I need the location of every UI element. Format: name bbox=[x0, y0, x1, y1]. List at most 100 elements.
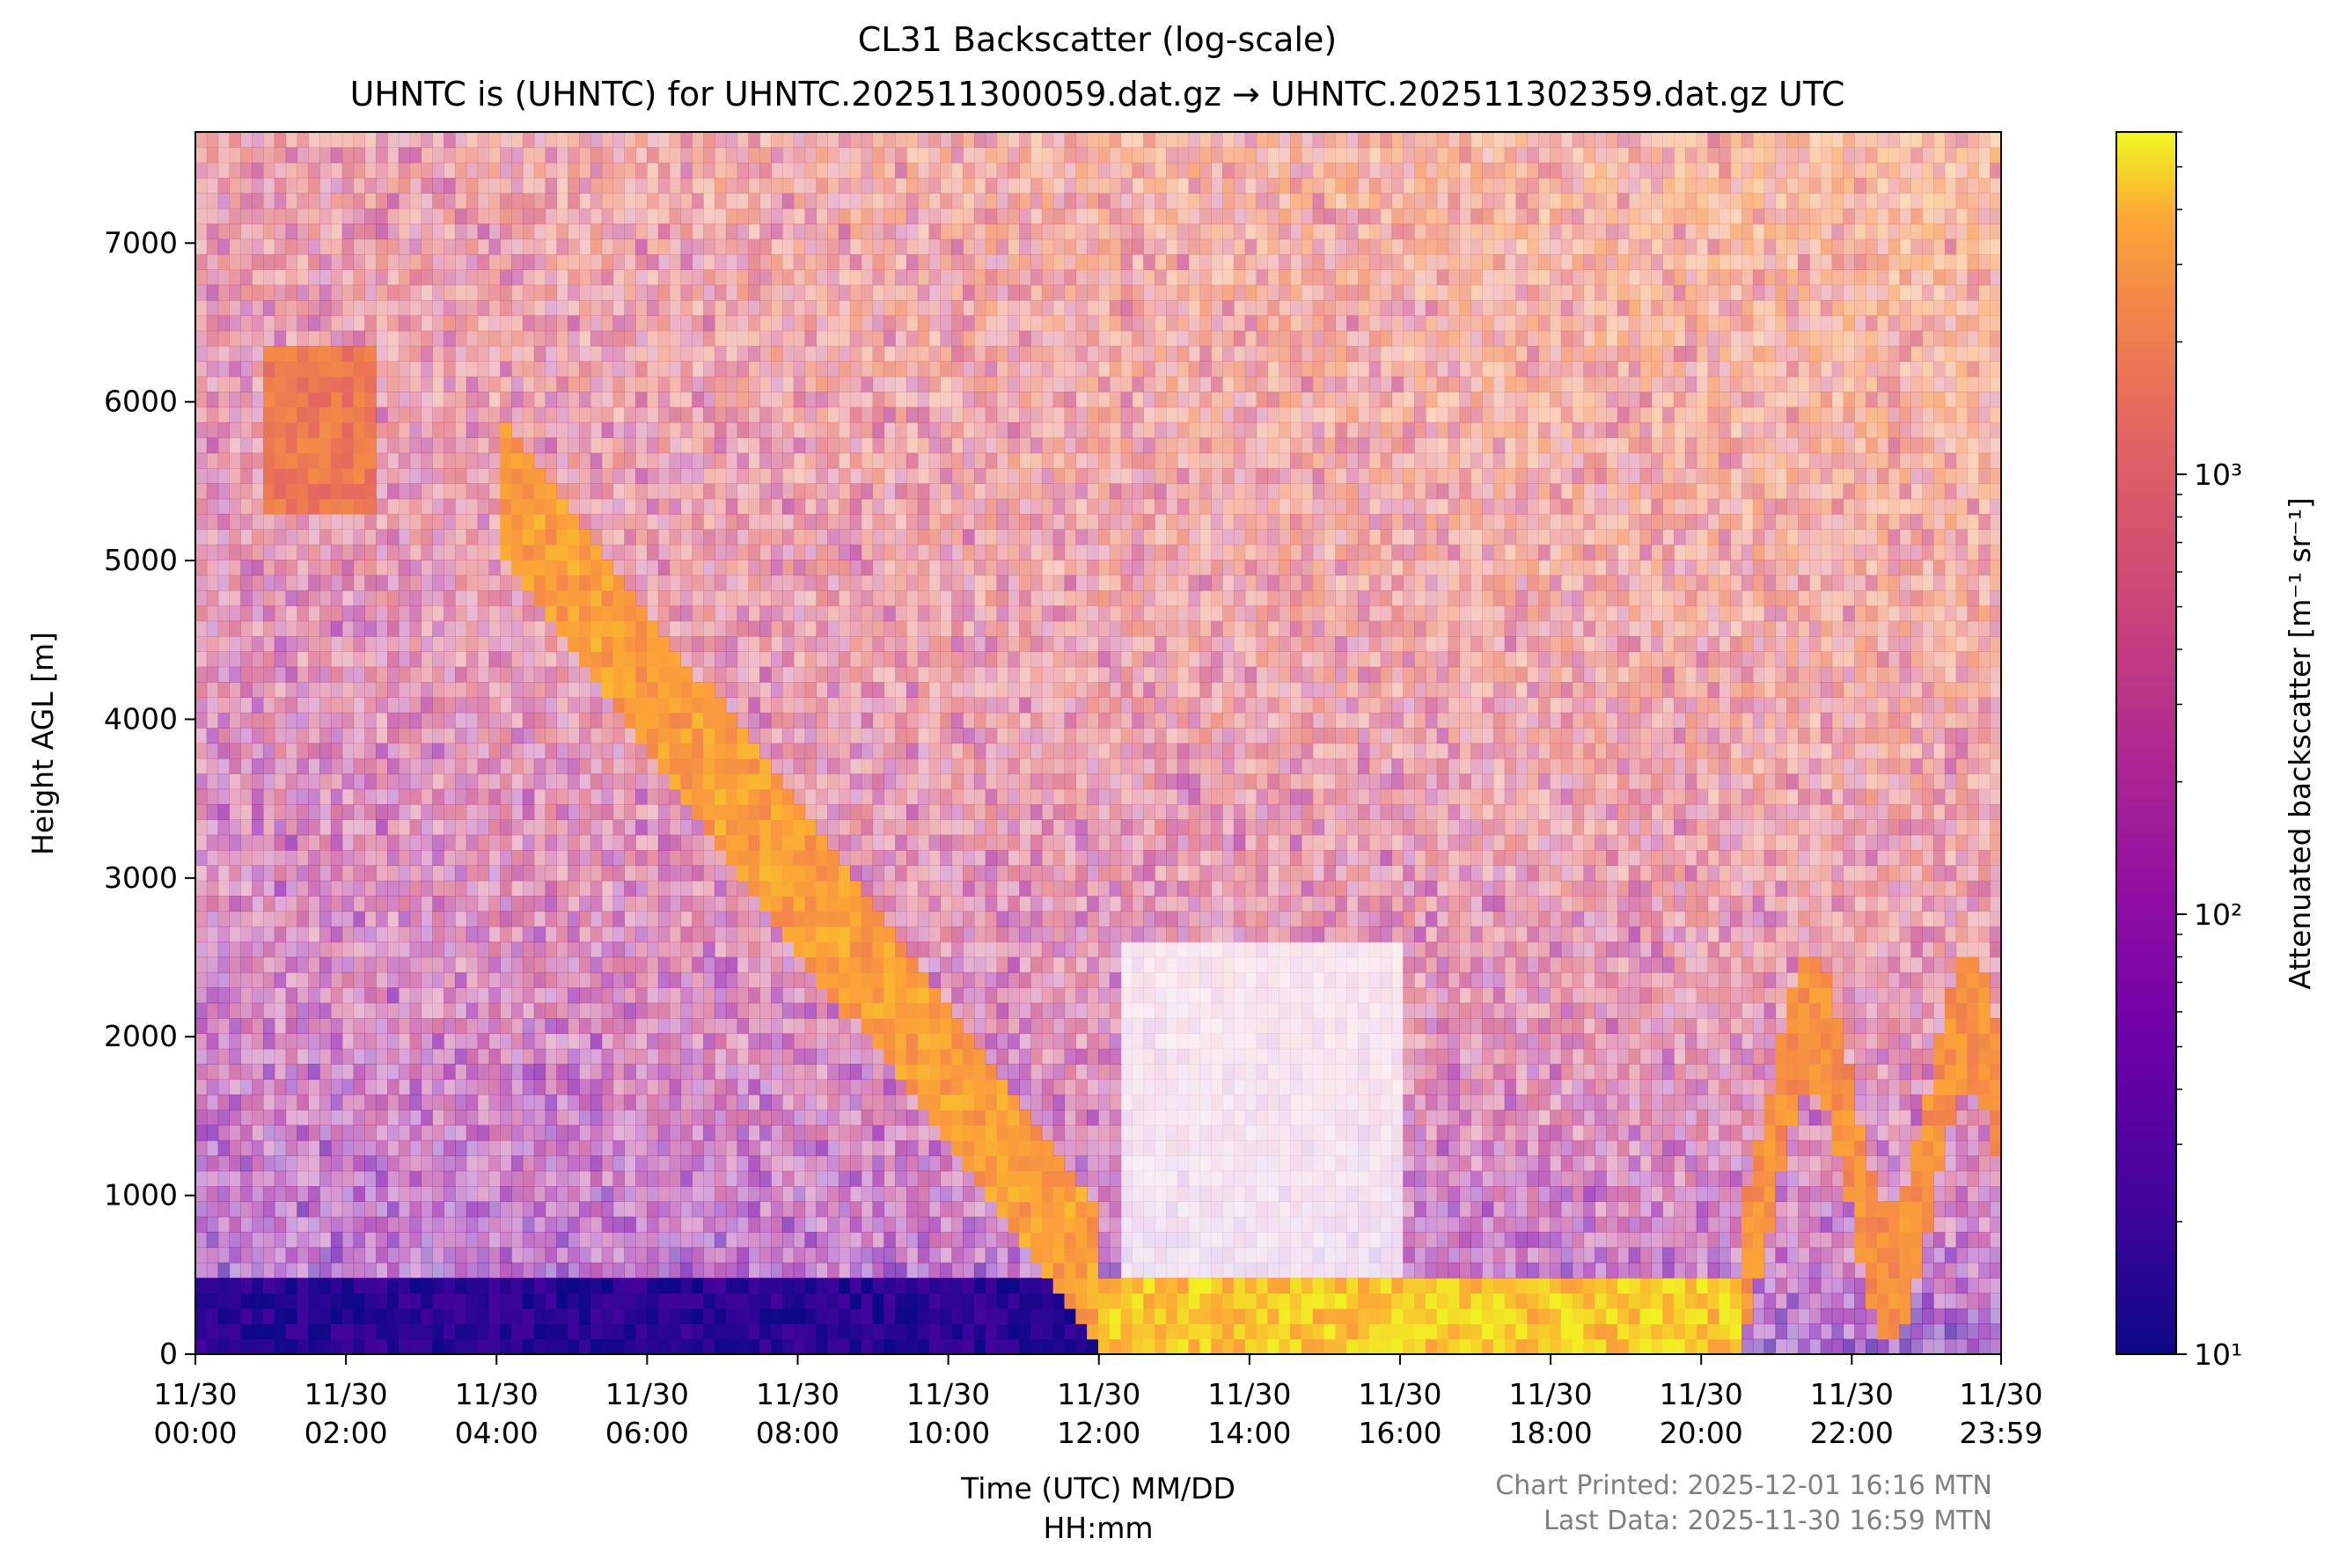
heatmap-cell bbox=[364, 392, 377, 408]
heatmap-cell bbox=[522, 971, 535, 988]
heatmap-cell bbox=[297, 437, 309, 454]
heatmap-cell bbox=[759, 178, 772, 194]
heatmap-cell bbox=[398, 238, 411, 255]
heatmap-cell bbox=[748, 682, 760, 699]
heatmap-cell bbox=[240, 605, 253, 622]
heatmap-cell bbox=[849, 896, 862, 912]
heatmap-cell bbox=[376, 284, 388, 301]
heatmap-cell bbox=[703, 392, 715, 408]
heatmap-cell bbox=[692, 758, 704, 774]
heatmap-cell bbox=[364, 743, 377, 759]
heatmap-cell bbox=[872, 1262, 884, 1279]
heatmap-cell bbox=[533, 1262, 546, 1279]
heatmap-cell bbox=[601, 1278, 614, 1294]
heatmap-cell bbox=[398, 132, 411, 148]
heatmap-cell bbox=[680, 651, 693, 668]
heatmap-cell bbox=[240, 330, 253, 347]
heatmap-cell bbox=[895, 1278, 907, 1294]
heatmap-cell bbox=[759, 1216, 772, 1233]
heatmap-cell bbox=[793, 330, 806, 347]
heatmap-cell bbox=[669, 1170, 682, 1187]
heatmap-cell bbox=[669, 193, 682, 209]
heatmap-cell bbox=[252, 269, 264, 286]
heatmap-cell bbox=[376, 147, 388, 164]
heatmap-cell bbox=[884, 819, 896, 836]
heatmap-cell bbox=[285, 498, 298, 515]
heatmap-cell bbox=[816, 590, 828, 606]
heatmap-cell bbox=[872, 865, 884, 882]
heatmap-cell bbox=[568, 407, 580, 423]
heatmap-cell bbox=[398, 942, 411, 958]
heatmap-cell bbox=[781, 498, 795, 515]
heatmap-cell bbox=[297, 651, 309, 668]
heatmap-cell bbox=[692, 162, 704, 179]
heatmap-cell bbox=[432, 1278, 444, 1294]
heatmap-cell bbox=[444, 743, 456, 759]
heatmap-cell bbox=[274, 803, 287, 820]
heatmap-cell bbox=[341, 407, 355, 423]
heatmap-cell bbox=[195, 1033, 208, 1050]
heatmap-cell bbox=[195, 544, 208, 561]
heatmap-cell bbox=[771, 926, 783, 942]
heatmap-cell bbox=[432, 819, 444, 836]
heatmap-cell bbox=[229, 498, 241, 515]
heatmap-cell bbox=[669, 361, 682, 377]
heatmap-cell bbox=[849, 376, 862, 392]
heatmap-cell bbox=[781, 1110, 795, 1126]
heatmap-cell bbox=[568, 1155, 580, 1172]
heatmap-cell bbox=[252, 544, 264, 561]
heatmap-cell bbox=[376, 361, 388, 377]
heatmap-cell bbox=[895, 1064, 907, 1081]
heatmap-cell bbox=[680, 803, 693, 820]
heatmap-cell bbox=[353, 1323, 365, 1340]
heatmap-cell bbox=[781, 1262, 795, 1279]
heatmap-cell bbox=[657, 926, 671, 942]
heatmap-cell bbox=[466, 529, 479, 546]
heatmap-cell bbox=[703, 514, 715, 531]
heatmap-cell bbox=[635, 392, 648, 408]
heatmap-cell bbox=[781, 651, 795, 668]
heatmap-cell bbox=[297, 1247, 309, 1264]
heatmap-cell bbox=[477, 865, 490, 882]
heatmap-cell bbox=[206, 1262, 219, 1279]
heatmap-cell bbox=[556, 1018, 568, 1034]
heatmap-cell bbox=[454, 697, 467, 714]
heatmap-cell bbox=[274, 834, 287, 851]
heatmap-cell bbox=[409, 238, 422, 255]
heatmap-area bbox=[195, 132, 2001, 1354]
heatmap-cell bbox=[444, 346, 456, 363]
heatmap-cell bbox=[816, 544, 828, 561]
heatmap-cell bbox=[601, 1094, 614, 1110]
heatmap-cell bbox=[545, 467, 557, 484]
heatmap-cell bbox=[861, 1079, 874, 1095]
heatmap-cell bbox=[217, 1139, 231, 1156]
heatmap-cell bbox=[285, 376, 298, 392]
heatmap-cell bbox=[816, 1125, 828, 1141]
heatmap-cell bbox=[522, 880, 535, 897]
heatmap-cell bbox=[533, 880, 546, 897]
heatmap-cell bbox=[669, 1110, 682, 1126]
heatmap-cell bbox=[274, 1155, 287, 1172]
heatmap-cell bbox=[387, 238, 400, 255]
heatmap-cell bbox=[353, 1308, 365, 1324]
heatmap-cell bbox=[556, 208, 568, 224]
heatmap-cell bbox=[601, 926, 614, 942]
heatmap-cell bbox=[771, 193, 783, 209]
heatmap-cell bbox=[624, 1323, 636, 1340]
heatmap-cell bbox=[297, 712, 309, 729]
heatmap-cell bbox=[579, 1323, 591, 1340]
heatmap-cell bbox=[680, 1110, 693, 1126]
chart-subtitle: UHNTC is (UHNTC) for UHNTC.202511300059.… bbox=[350, 75, 1845, 114]
heatmap-cell bbox=[601, 1201, 614, 1218]
heatmap-cell bbox=[804, 942, 817, 958]
heatmap-cell bbox=[579, 712, 591, 729]
heatmap-cell bbox=[376, 421, 388, 438]
heatmap-cell bbox=[364, 1216, 377, 1233]
heatmap-cell bbox=[793, 253, 806, 270]
heatmap-cell bbox=[341, 788, 355, 805]
heatmap-cell bbox=[229, 743, 241, 759]
heatmap-cell bbox=[816, 850, 828, 866]
heatmap-cell bbox=[849, 1262, 862, 1279]
heatmap-cell bbox=[341, 361, 355, 377]
heatmap-cell bbox=[454, 803, 467, 820]
